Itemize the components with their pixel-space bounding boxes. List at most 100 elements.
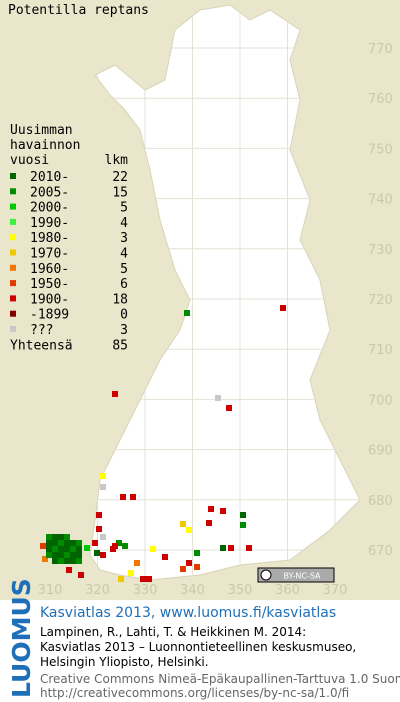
observation bbox=[64, 546, 70, 552]
observation bbox=[70, 558, 76, 564]
observation bbox=[58, 540, 64, 546]
legend-count: 6 bbox=[120, 277, 128, 292]
legend-swatch bbox=[10, 264, 16, 271]
headline: Kasviatlas 2013, www.luomus.fi/kasviatla… bbox=[40, 605, 336, 621]
observation bbox=[100, 552, 106, 558]
observation bbox=[150, 546, 156, 552]
legend-label: 1980- bbox=[30, 231, 69, 246]
license: http://creativecommons.org/licenses/by-n… bbox=[40, 686, 349, 700]
observation bbox=[240, 522, 246, 528]
legend-count: 4 bbox=[120, 216, 128, 231]
observations bbox=[40, 305, 286, 582]
observation bbox=[92, 540, 98, 546]
observation bbox=[226, 405, 232, 411]
northing-label: 670 bbox=[368, 544, 393, 559]
observation bbox=[134, 560, 140, 566]
observation bbox=[130, 494, 136, 500]
citation: Helsingin Yliopisto, Helsinki. bbox=[40, 655, 209, 669]
observation bbox=[246, 545, 252, 551]
legend-swatch bbox=[10, 203, 16, 210]
observation bbox=[46, 540, 52, 546]
observation bbox=[52, 540, 58, 546]
legend-label: 1960- bbox=[30, 262, 69, 277]
brand: LUOMUS bbox=[7, 578, 36, 698]
observation bbox=[146, 576, 152, 582]
observation bbox=[78, 572, 84, 578]
easting-label: 360 bbox=[275, 583, 300, 598]
legend-count: 5 bbox=[120, 262, 128, 277]
legend-label: ??? bbox=[30, 323, 53, 338]
northing-label: 700 bbox=[368, 393, 393, 408]
observation bbox=[162, 554, 168, 560]
legend-count-heading: lkm bbox=[105, 153, 129, 168]
observation bbox=[58, 552, 64, 558]
legend-label: 2005- bbox=[30, 185, 69, 200]
observation bbox=[70, 552, 76, 558]
legend-label: 1950- bbox=[30, 277, 69, 292]
observation bbox=[58, 558, 64, 564]
observation bbox=[52, 534, 58, 540]
observation bbox=[220, 508, 226, 514]
legend-count: 3 bbox=[120, 231, 128, 246]
observation bbox=[58, 534, 64, 540]
legend-label: 2000- bbox=[30, 201, 69, 216]
easting-label: 330 bbox=[133, 583, 158, 598]
observation bbox=[116, 540, 122, 546]
observation bbox=[76, 540, 82, 546]
observation bbox=[122, 543, 128, 549]
observation bbox=[186, 527, 192, 533]
easting-label: 310 bbox=[38, 583, 63, 598]
legend-swatch bbox=[10, 326, 16, 332]
observation bbox=[112, 391, 118, 397]
observation bbox=[180, 521, 186, 527]
observation bbox=[64, 552, 70, 558]
observation bbox=[94, 550, 100, 556]
observation bbox=[194, 564, 200, 570]
northing-label: 760 bbox=[368, 92, 393, 107]
observation bbox=[70, 546, 76, 552]
easting-label: 350 bbox=[228, 583, 253, 598]
observation bbox=[52, 558, 58, 564]
northing-label: 740 bbox=[368, 193, 393, 208]
observation bbox=[46, 534, 52, 540]
observation bbox=[240, 512, 246, 518]
observation bbox=[46, 552, 52, 558]
observation bbox=[70, 540, 76, 546]
legend-label: 2010- bbox=[30, 170, 69, 185]
observation bbox=[76, 546, 82, 552]
observation bbox=[180, 566, 186, 572]
easting-label: 320 bbox=[85, 583, 110, 598]
observation bbox=[140, 576, 146, 582]
observation bbox=[120, 494, 126, 500]
legend-count: 3 bbox=[120, 323, 128, 338]
legend-swatch bbox=[10, 295, 16, 302]
northing-label: 710 bbox=[368, 343, 393, 358]
observation bbox=[110, 546, 116, 552]
northing-label: 680 bbox=[368, 494, 393, 509]
citation: Kasviatlas 2013 – Luonnontieteellinen ke… bbox=[40, 640, 356, 654]
legend-swatch bbox=[10, 310, 16, 317]
observation bbox=[64, 540, 70, 546]
legend-count: 4 bbox=[120, 247, 128, 262]
observation bbox=[76, 552, 82, 558]
license-badge: BY-NC-SA bbox=[257, 567, 335, 583]
observation bbox=[280, 305, 286, 311]
observation bbox=[84, 545, 90, 551]
northing-label: 770 bbox=[368, 42, 393, 57]
observation bbox=[46, 546, 52, 552]
observation bbox=[206, 520, 212, 526]
legend-count: 0 bbox=[120, 308, 128, 323]
legend-label: 1990- bbox=[30, 216, 69, 231]
observation bbox=[100, 473, 106, 479]
legend-heading: vuosi bbox=[10, 153, 49, 168]
observation bbox=[66, 567, 72, 573]
observation bbox=[220, 545, 226, 551]
northing-label: 720 bbox=[368, 293, 393, 308]
legend-count: 18 bbox=[112, 292, 128, 307]
observation bbox=[186, 560, 192, 566]
observation bbox=[52, 546, 58, 552]
legend-swatch bbox=[10, 280, 16, 287]
legend-swatch bbox=[10, 173, 16, 179]
observation bbox=[194, 550, 200, 556]
